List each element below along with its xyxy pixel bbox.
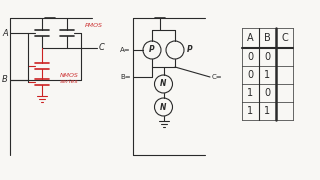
- Text: 1: 1: [264, 106, 271, 116]
- Text: A: A: [247, 33, 254, 43]
- Text: 0: 0: [247, 70, 253, 80]
- Text: 1: 1: [264, 70, 271, 80]
- Text: P: P: [149, 46, 155, 55]
- Text: 0: 0: [264, 52, 271, 62]
- Text: P: P: [187, 46, 193, 55]
- Text: PMOS: PMOS: [85, 23, 103, 28]
- Text: A=: A=: [120, 47, 131, 53]
- Text: C: C: [281, 33, 288, 43]
- Text: B: B: [264, 33, 271, 43]
- Text: C: C: [99, 44, 105, 53]
- Text: 1: 1: [247, 88, 253, 98]
- Text: C=: C=: [212, 74, 223, 80]
- Text: 0: 0: [264, 88, 271, 98]
- Text: NMOS
series: NMOS series: [60, 73, 79, 84]
- Text: 1: 1: [247, 106, 253, 116]
- Text: A: A: [2, 28, 8, 37]
- Text: B: B: [2, 75, 8, 84]
- Text: N: N: [160, 80, 167, 89]
- Text: B=: B=: [120, 74, 131, 80]
- Text: N: N: [160, 102, 167, 111]
- Text: 0: 0: [247, 52, 253, 62]
